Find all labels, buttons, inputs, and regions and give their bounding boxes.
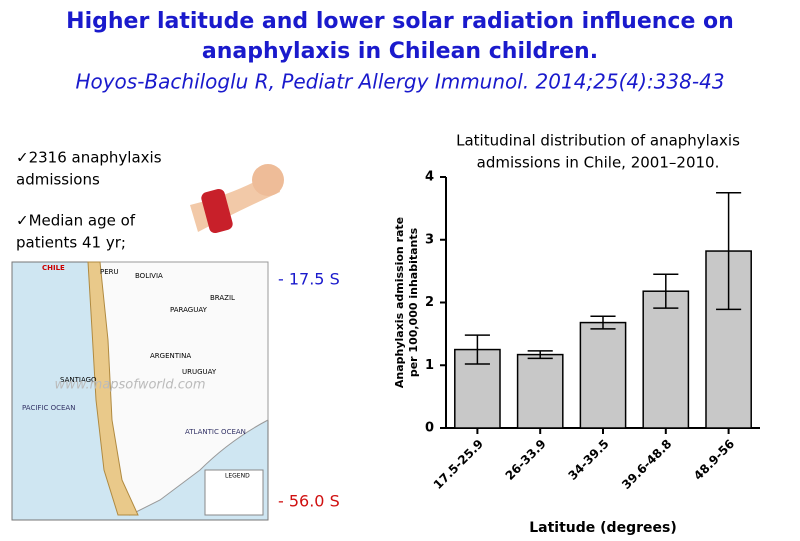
citation: Hoyos-Bachiloglu R, Pediatr Allergy Immu… — [75, 70, 724, 94]
y-tick-label: 0 — [425, 421, 434, 436]
bullet-line: patients 41 yr; — [16, 234, 126, 252]
map-label: PACIFIC OCEAN — [22, 404, 75, 412]
bar — [642, 290, 690, 429]
y-tick-label: 2 — [425, 295, 434, 310]
x-tick-label: 39.6-48.8 — [619, 437, 674, 492]
bar — [516, 353, 564, 429]
watermark: www.mapsofworld.com — [54, 378, 205, 393]
latitude-mark: - 17.5 S — [278, 270, 340, 289]
x-tick-label: 48.9-56 — [691, 437, 737, 483]
wristband-illustration — [190, 164, 284, 234]
map-label: LEGEND — [225, 473, 250, 480]
map-label: SANTIAGO — [60, 376, 97, 384]
x-axis-label: Latitude (degrees) — [529, 520, 676, 536]
bar — [579, 321, 627, 429]
chart: Latitudinal distribution of anaphylaxis a… — [393, 132, 760, 536]
map-label: CHILE — [42, 264, 65, 272]
map-label: BRAZIL — [210, 294, 235, 302]
error-bar — [716, 191, 742, 311]
map-label: URUGUAY — [182, 368, 217, 376]
y-tick-label: 4 — [425, 170, 434, 185]
error-bar — [527, 350, 553, 360]
y-axis-label: per 100,000 inhabitants — [407, 227, 420, 377]
error-bar — [590, 315, 616, 330]
map-label: BOLIVIA — [135, 272, 163, 280]
map-label: PERU — [100, 268, 119, 276]
chart-title: Latitudinal distribution of anaphylaxis — [456, 132, 740, 150]
map-label: PARAGUAY — [170, 306, 208, 314]
map: CHILE PERU BOLIVIA BRAZIL PARAGUAY ARGEN… — [11, 261, 269, 521]
title-line: anaphylaxis in Chilean children. — [202, 39, 598, 64]
y-tick-label: 3 — [425, 232, 434, 247]
bullet-line: ✓2316 anaphylaxis — [16, 149, 162, 167]
title-line: Higher latitude and lower solar radiatio… — [66, 9, 734, 34]
x-tick-label: 26-33.9 — [503, 437, 549, 483]
map-label: ARGENTINA — [150, 352, 191, 360]
latitude-mark: - 56.0 S — [278, 492, 340, 511]
bullet-line: ✓Median age of — [16, 212, 136, 230]
x-tick-label: 34-39.5 — [565, 437, 611, 483]
y-tick-label: 1 — [425, 358, 434, 373]
bullet-line: admissions — [16, 171, 100, 189]
bar — [454, 348, 501, 429]
error-bar — [653, 273, 679, 309]
error-bar — [464, 334, 490, 365]
y-axis-label: Anaphylaxis admission rate — [393, 217, 406, 388]
chart-title: admissions in Chile, 2001–2010. — [477, 154, 720, 172]
map-label: ATLANTIC OCEAN — [185, 428, 246, 436]
x-tick-label: 17.5-25.9 — [431, 437, 486, 492]
